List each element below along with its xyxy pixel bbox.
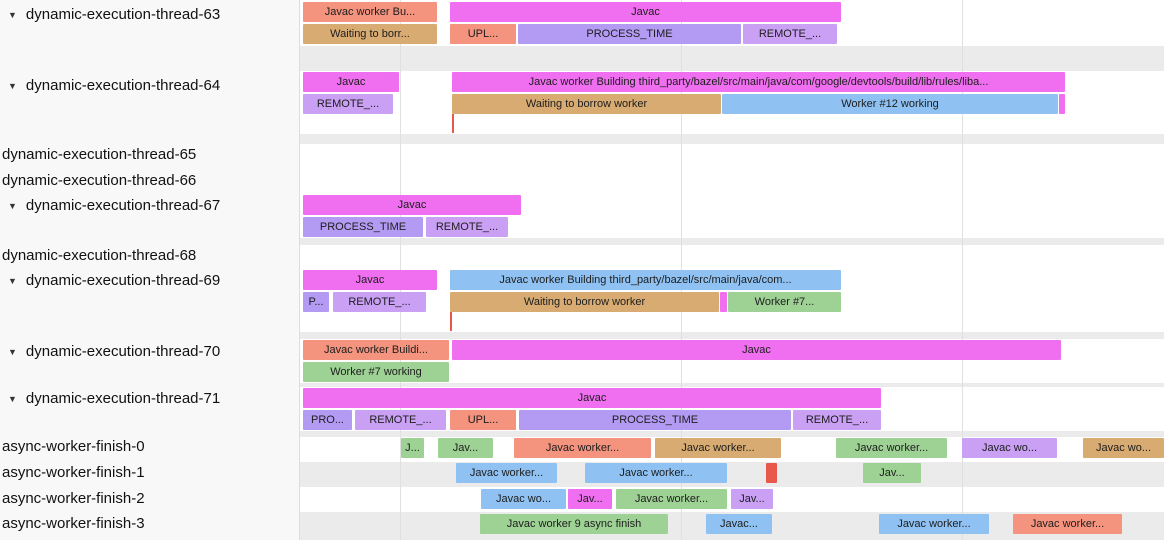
trace-event-bar[interactable] [766,463,777,483]
track-name: dynamic-execution-thread-71 [25,390,221,407]
trace-event-bar[interactable]: PROCESS_TIME [519,410,791,430]
trace-event-bar[interactable]: Javac [303,388,881,408]
trace-tick[interactable] [452,114,454,133]
trace-event-bar[interactable]: REMOTE_... [355,410,446,430]
row-stripe [300,383,1164,387]
trace-event-bar[interactable]: Javac worker... [655,438,781,458]
track-name: dynamic-execution-thread-67 [25,197,221,214]
trace-event-bar[interactable] [720,292,727,312]
collapse-arrow-icon[interactable]: ▼ [8,10,17,20]
trace-event-bar[interactable]: REMOTE_... [743,24,837,44]
track-name-row: dynamic-execution-thread-66 [2,172,196,190]
trace-event-bar[interactable]: Javac worker Building third_party/bazel/… [450,270,841,290]
row-stripe [300,462,1164,487]
trace-event-bar[interactable]: UPL... [450,24,516,44]
collapse-arrow-icon[interactable]: ▼ [8,347,17,357]
trace-event-bar[interactable]: Javac worker... [1013,514,1122,534]
trace-event-bar[interactable]: Javac [303,72,399,92]
track-name: async-worker-finish-1 [2,464,145,481]
trace-event-bar[interactable]: Javac worker 9 async finish [480,514,668,534]
trace-event-bar[interactable]: Javac [452,340,1061,360]
track-name-row: async-worker-finish-0 [2,438,145,456]
row-stripe [300,46,1164,71]
trace-event-bar[interactable]: Javac worker... [456,463,557,483]
trace-event-bar[interactable]: Javac worker... [585,463,727,483]
trace-event-bar[interactable]: Javac worker... [514,438,651,458]
track-name-row[interactable]: ▼ dynamic-execution-thread-69 [8,272,220,290]
trace-event-bar[interactable]: Worker #7... [728,292,841,312]
row-stripe [300,238,1164,245]
trace-event-bar[interactable]: Javac worker Building third_party/bazel/… [452,72,1065,92]
row-stripe [300,431,1164,437]
trace-event-bar[interactable]: Javac [450,2,841,22]
track-name-row[interactable]: ▼ dynamic-execution-thread-67 [8,197,220,215]
trace-event-bar[interactable]: Javac worker Buildi... [303,340,449,360]
left-panel: ▼ dynamic-execution-thread-63 ▼ dynamic-exe… [0,0,300,540]
trace-event-bar[interactable]: Jav... [731,489,773,509]
collapse-arrow-icon[interactable]: ▼ [8,394,17,404]
time-gridline [962,0,963,540]
trace-event-bar[interactable]: REMOTE_... [303,94,393,114]
track-name: dynamic-execution-thread-65 [2,146,197,163]
track-name: dynamic-execution-thread-69 [25,272,221,289]
trace-event-bar[interactable]: PROCESS_TIME [303,217,423,237]
track-name: dynamic-execution-thread-66 [2,172,197,189]
trace-event-bar[interactable]: Jav... [568,489,612,509]
trace-event-bar[interactable]: Jav... [438,438,493,458]
trace-event-bar[interactable]: Waiting to borrow worker [452,94,721,114]
trace-event-bar[interactable]: Javac worker... [616,489,727,509]
track-name-row[interactable]: ▼ dynamic-execution-thread-64 [8,77,220,95]
track-name: dynamic-execution-thread-70 [25,343,221,360]
track-name-row[interactable]: ▼ dynamic-execution-thread-70 [8,343,220,361]
trace-event-bar[interactable]: Jav... [863,463,921,483]
trace-event-bar[interactable]: Javac wo... [481,489,566,509]
trace-event-bar[interactable]: Javac worker... [879,514,989,534]
collapse-arrow-icon[interactable]: ▼ [8,276,17,286]
track-name: dynamic-execution-thread-63 [25,6,221,23]
trace-event-bar[interactable]: Worker #12 working [722,94,1058,114]
trace-event-bar[interactable]: Javac worker... [836,438,947,458]
track-name: async-worker-finish-3 [2,515,145,532]
track-name: dynamic-execution-thread-68 [2,247,197,264]
trace-event-bar[interactable] [1059,94,1065,114]
track-name: async-worker-finish-0 [2,438,145,455]
collapse-arrow-icon[interactable]: ▼ [8,81,17,91]
trace-event-bar[interactable]: UPL... [450,410,516,430]
trace-event-bar[interactable]: Javac wo... [962,438,1057,458]
row-stripe [300,134,1164,144]
trace-event-bar[interactable]: J... [401,438,424,458]
track-name: dynamic-execution-thread-64 [25,77,221,94]
trace-event-bar[interactable]: PROCESS_TIME [518,24,741,44]
track-name-row: async-worker-finish-1 [2,464,145,482]
trace-event-bar[interactable]: Javac... [706,514,772,534]
trace-event-bar[interactable]: Javac [303,270,437,290]
trace-event-bar[interactable]: Worker #7 working [303,362,449,382]
trace-event-bar[interactable]: P... [303,292,329,312]
collapse-arrow-icon[interactable]: ▼ [8,201,17,211]
track-name: async-worker-finish-2 [2,490,145,507]
track-name-row[interactable]: ▼ dynamic-execution-thread-63 [8,6,220,24]
trace-event-bar[interactable]: Waiting to borr... [303,24,437,44]
trace-event-bar[interactable]: Javac worker Bu... [303,2,437,22]
trace-event-bar[interactable]: Waiting to borrow worker [450,292,719,312]
trace-event-bar[interactable]: PRO... [303,410,352,430]
trace-event-bar[interactable]: Javac [303,195,521,215]
track-name-row: dynamic-execution-thread-65 [2,146,196,164]
trace-event-bar[interactable]: REMOTE_... [426,217,508,237]
trace-event-bar[interactable]: REMOTE_... [793,410,881,430]
trace-event-bar[interactable]: REMOTE_... [333,292,426,312]
trace-event-bar[interactable]: Javac wo... [1083,438,1164,458]
track-name-row: async-worker-finish-3 [2,515,145,533]
trace-tick[interactable] [450,312,452,331]
row-stripe [300,332,1164,339]
track-name-row: async-worker-finish-2 [2,490,145,508]
track-name-row: dynamic-execution-thread-68 [2,247,196,265]
track-name-row[interactable]: ▼ dynamic-execution-thread-71 [8,390,220,408]
